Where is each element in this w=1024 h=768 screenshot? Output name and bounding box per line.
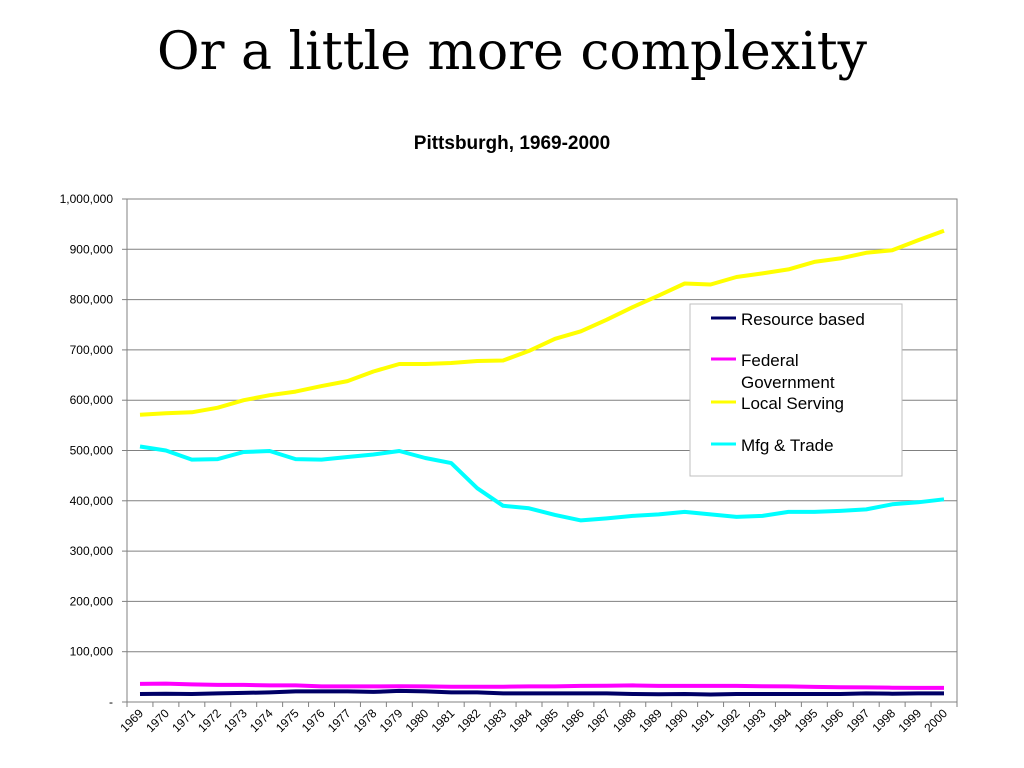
legend-label-federal-line1: Federal	[741, 351, 799, 370]
x-tick-label: 1998	[869, 706, 898, 735]
y-tick-label: 400,000	[70, 494, 114, 508]
series-lines	[139, 228, 945, 697]
x-tick-label: 1982	[454, 706, 483, 735]
x-tick-label: 1996	[818, 706, 847, 735]
x-tick-label: 1986	[558, 706, 587, 735]
x-tick-label: 1990	[662, 706, 691, 735]
y-tick-label: -	[109, 695, 113, 709]
x-tick-label: 1988	[610, 706, 639, 735]
y-tick-label: 1,000,000	[60, 192, 114, 206]
x-tick-label: 1977	[325, 706, 354, 735]
x-tick-label: 1979	[377, 706, 406, 735]
legend-label-resource-based: Resource based	[741, 310, 865, 329]
x-tick-label: 1976	[299, 706, 328, 735]
y-tick-label: 300,000	[70, 544, 114, 558]
series-line-federal-government	[139, 681, 944, 690]
series-line-mfg-trade	[139, 444, 945, 523]
y-tick-label: 500,000	[70, 444, 114, 458]
x-tick-label: 1993	[740, 706, 769, 735]
x-tick-label: 1985	[532, 706, 561, 735]
legend-box	[689, 303, 903, 477]
x-tick-label: 2000	[921, 706, 950, 735]
legend-label-local-serving: Local Serving	[741, 394, 844, 413]
x-tick-label: 1971	[169, 706, 198, 735]
x-tick-label: 1981	[429, 706, 458, 735]
legend-label-federal-government: Federal Government	[741, 351, 835, 392]
x-tick-label: 1987	[584, 706, 613, 735]
y-axis: - 100,000 200,000 300,000 400,000 500,000 600,…	[60, 192, 127, 709]
legend: Resource based Federal Government Local …	[689, 303, 903, 477]
slide-title: Or a little more complexity	[157, 22, 867, 82]
legend-label-federal-line2: Government	[741, 373, 835, 392]
x-tick-label: 1980	[403, 706, 432, 735]
y-tick-label: 900,000	[70, 242, 114, 256]
legend-label-mfg-trade: Mfg & Trade	[741, 436, 834, 455]
x-tick-label: 1984	[506, 706, 535, 735]
x-tick-label: 1974	[247, 706, 276, 735]
series-line-resource-based	[139, 688, 944, 697]
y-tick-label: 200,000	[70, 594, 114, 608]
y-tick-label: 100,000	[70, 645, 114, 659]
x-tick-label: 1969	[117, 706, 146, 735]
x-tick-label: 1978	[351, 706, 380, 735]
x-tick-label: 1970	[143, 706, 172, 735]
x-axis: 1969197019711972197319741975197619771978…	[117, 702, 958, 735]
x-tick-label: 1975	[273, 706, 302, 735]
series-line-local-serving	[139, 228, 945, 417]
x-tick-label: 1999	[895, 706, 924, 735]
chart-title: Pittsburgh, 1969-2000	[414, 133, 610, 154]
x-tick-label: 1983	[480, 706, 509, 735]
y-tick-label: 800,000	[70, 293, 114, 307]
x-tick-label: 1992	[714, 706, 743, 735]
x-tick-label: 1991	[688, 706, 717, 735]
x-tick-label: 1989	[636, 706, 665, 735]
x-tick-label: 1972	[195, 706, 224, 735]
y-tick-label: 600,000	[70, 393, 114, 407]
x-tick-label: 1997	[844, 706, 873, 735]
y-tick-label: 700,000	[70, 343, 114, 357]
x-tick-label: 1973	[221, 706, 250, 735]
x-tick-label: 1995	[792, 706, 821, 735]
x-tick-label: 1994	[766, 706, 795, 735]
